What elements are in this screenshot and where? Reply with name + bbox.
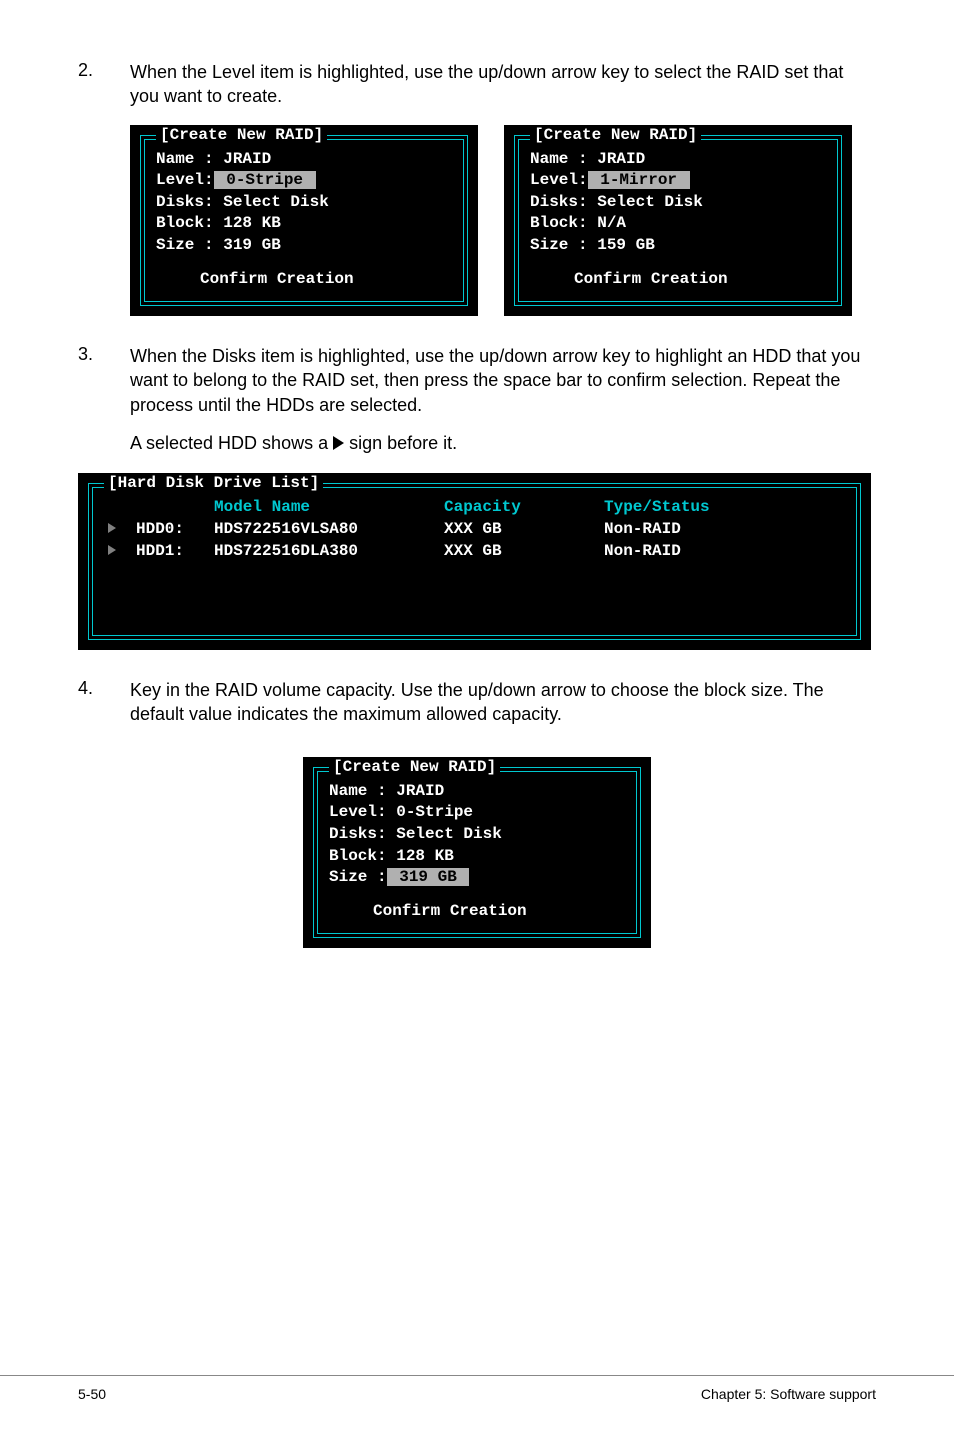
triangle-icon [108,545,116,555]
drive-type: Non-RAID [604,519,804,541]
label: Name : [530,150,597,168]
header-model: Model Name [214,497,444,519]
label: Block: [530,214,597,232]
step-3-text: When the Disks item is highlighted, use … [130,344,876,417]
value: 128 KB [396,847,454,865]
step-3: 3. When the Disks item is highlighted, u… [78,344,876,417]
row-size: Size : 319 GB [156,235,452,257]
confirm-creation[interactable]: Confirm Creation [329,901,625,923]
row-block: Block: N/A [530,213,826,235]
row-name: Name : JRAID [329,781,625,803]
row-block: Block: 128 KB [156,213,452,235]
sub-a: A selected HDD shows a [130,433,333,453]
drive-model: HDS722516DLA380 [214,541,444,563]
value: JRAID [223,150,271,168]
header-capacity: Capacity [444,497,604,519]
panel-content: Model Name Capacity Type/Status HDD0: HD… [90,483,859,570]
confirm-creation[interactable]: Confirm Creation [530,269,826,291]
label: Size : [329,868,387,886]
row-level: Level: 1-Mirror [530,170,826,192]
panel-content: Name : JRAID Level: 0-Stripe Disks: Sele… [142,135,466,299]
step-4-text: Key in the RAID volume capacity. Use the… [130,678,876,727]
row-disks: Disks: Select Disk [530,192,826,214]
label: Block: [329,847,396,865]
value: 128 KB [223,214,281,232]
bios-panel-right: [Create New RAID] Name : JRAID Level: 1-… [504,125,852,317]
drive-header-row: Model Name Capacity Type/Status [108,497,841,519]
value: 159 GB [597,236,655,254]
label: Level: [530,171,588,189]
row-level: Level: 0-Stripe [156,170,452,192]
value: 319 GB [223,236,281,254]
label: Name : [329,782,396,800]
row-size: Size : 159 GB [530,235,826,257]
two-panels: [Create New RAID] Name : JRAID Level: 0-… [130,125,876,317]
drive-row[interactable]: HDD1: HDS722516DLA380 XXX GB Non-RAID [108,541,841,563]
value: JRAID [597,150,645,168]
value: Select Disk [396,825,502,843]
row-size: Size : 319 GB [329,867,625,889]
step-2-text: When the Level item is highlighted, use … [130,60,876,109]
triangle-icon [333,436,344,450]
step-3-sub: A selected HDD shows a sign before it. [130,431,876,455]
triangle-icon [108,523,116,533]
value: Select Disk [597,193,703,211]
row-level: Level: 0-Stripe [329,802,625,824]
sub-b: sign before it. [344,433,457,453]
label: Disks: [156,193,223,211]
step-2: 2. When the Level item is highlighted, u… [78,60,876,109]
page-footer: 5-50 Chapter 5: Software support [0,1375,954,1402]
footer-left: 5-50 [78,1386,106,1402]
confirm-creation[interactable]: Confirm Creation [156,269,452,291]
drive-model: HDS722516VLSA80 [214,519,444,541]
bottom-panel-wrap: [Create New RAID] Name : JRAID Level: 0-… [78,757,876,977]
label: Block: [156,214,223,232]
row-block: Block: 128 KB [329,846,625,868]
row-name: Name : JRAID [530,149,826,171]
value: JRAID [396,782,444,800]
label: Name : [156,150,223,168]
drive-cap: XXX GB [444,519,604,541]
step-4-num: 4. [78,678,130,727]
footer-right: Chapter 5: Software support [701,1386,876,1402]
label: Level: [329,803,396,821]
panel-content: Name : JRAID Level: 1-Mirror Disks: Sele… [516,135,840,299]
drive-row[interactable]: HDD0: HDS722516VLSA80 XXX GB Non-RAID [108,519,841,541]
bios-drive-list: [Hard Disk Drive List] Model Name Capaci… [78,473,871,650]
header-type: Type/Status [604,497,804,519]
step-4: 4. Key in the RAID volume capacity. Use … [78,678,876,727]
bios-panel-left: [Create New RAID] Name : JRAID Level: 0-… [130,125,478,317]
level-highlight[interactable]: 1-Mirror [588,171,690,189]
panel-content: Name : JRAID Level: 0-Stripe Disks: Sele… [315,767,639,931]
drive-id: HDD0: [136,519,214,541]
label: Size : [156,236,223,254]
step-3-num: 3. [78,344,130,417]
value: Select Disk [223,193,329,211]
label: Disks: [530,193,597,211]
row-disks: Disks: Select Disk [329,824,625,846]
level-highlight[interactable]: 0-Stripe [214,171,316,189]
size-highlight[interactable]: 319 GB [387,868,470,886]
step-2-num: 2. [78,60,130,109]
label: Level: [156,171,214,189]
value: 0-Stripe [396,803,473,821]
value: N/A [597,214,626,232]
bios-panel-bottom: [Create New RAID] Name : JRAID Level: 0-… [303,757,651,949]
drive-id: HDD1: [136,541,214,563]
row-disks: Disks: Select Disk [156,192,452,214]
drive-type: Non-RAID [604,541,804,563]
label: Disks: [329,825,396,843]
drive-cap: XXX GB [444,541,604,563]
row-name: Name : JRAID [156,149,452,171]
label: Size : [530,236,597,254]
